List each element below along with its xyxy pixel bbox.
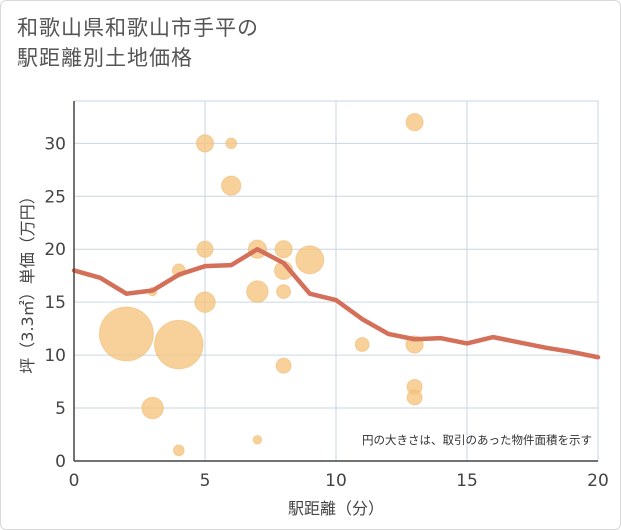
bubble-point: [196, 240, 214, 258]
y-tick-label: 10: [44, 346, 66, 366]
bubble-size-note: 円の大きさは、取引のあった物件面積を示す: [362, 433, 592, 447]
line-layer: [71, 246, 601, 360]
y-tick-label: 25: [44, 187, 66, 207]
y-tick-label: 15: [44, 293, 66, 313]
bubble-point: [295, 245, 325, 275]
series-line-average: [71, 246, 601, 360]
bubble-point: [405, 113, 424, 132]
bubble-point: [406, 389, 423, 406]
y-tick-label: 5: [55, 399, 66, 419]
y-tick-label: 20: [44, 240, 66, 260]
bubble-point: [195, 134, 215, 153]
bubble-point: [246, 280, 269, 303]
bubble-point: [141, 396, 164, 420]
bubble-point: [154, 319, 204, 370]
title-line-1: 和歌山県和歌山市手平の: [17, 16, 259, 40]
x-tick-label: 15: [456, 471, 478, 491]
bubble-layer: [98, 113, 424, 457]
bubble-point: [194, 291, 216, 313]
bubble-point: [225, 137, 238, 150]
title-line-2: 駅距離別土地価格: [17, 46, 193, 70]
bubble-point: [172, 444, 185, 457]
x-tick-label: 20: [587, 471, 609, 491]
x-tick-label: 0: [69, 471, 80, 491]
chart-title: 和歌山県和歌山市手平の 駅距離別土地価格: [17, 13, 259, 73]
y-tick-label: 30: [44, 134, 66, 154]
y-axis-label: 坪（3.3㎡）単価（万円）: [18, 188, 37, 373]
x-tick-label: 5: [200, 471, 211, 491]
bubble-point: [274, 240, 293, 259]
bubble-point: [275, 357, 292, 374]
bubble-point: [252, 435, 263, 445]
bubble-point: [276, 284, 292, 300]
bubble-point: [354, 337, 370, 353]
bubble-point: [220, 175, 242, 196]
x-axis-label: 駅距離（分）: [288, 499, 384, 518]
axes: 0 5 10 15 20 25 30 0 5 10 15 20: [44, 101, 609, 491]
bubble-point: [98, 306, 154, 362]
y-tick-label: 0: [55, 452, 66, 472]
x-tick-label: 10: [325, 471, 347, 491]
